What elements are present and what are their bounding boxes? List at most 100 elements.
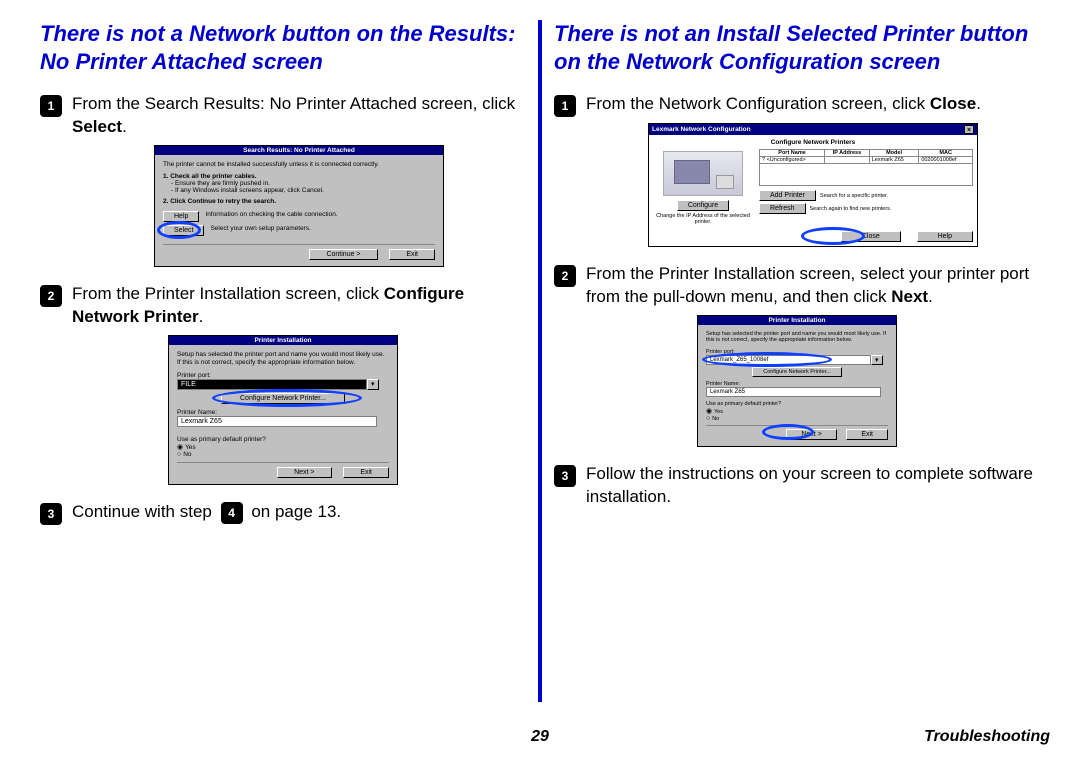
t: 1. Check all the printer cables. bbox=[163, 173, 435, 180]
radio-yes[interactable]: Yes bbox=[177, 443, 389, 451]
t: Setup has selected the printer port and … bbox=[706, 331, 888, 344]
t: . bbox=[976, 94, 981, 113]
dialog-buttons: Next > Exit bbox=[706, 425, 888, 440]
right-figure-1: Lexmark Network Configuration × Configur… bbox=[554, 123, 1040, 247]
t: - If any Windows install screens appear,… bbox=[163, 187, 435, 194]
step-text: From the Network Configuration screen, c… bbox=[586, 93, 981, 116]
step-text: Continue with step 4 on page 13. bbox=[72, 501, 341, 524]
exit-button[interactable]: Exit bbox=[846, 429, 888, 440]
manual-page: There is not a Network button on the Res… bbox=[0, 0, 1080, 762]
dialog-buttons: Next > Exit bbox=[177, 462, 389, 478]
continue-button[interactable]: Continue > bbox=[309, 249, 377, 260]
dialog-title: Printer Installation bbox=[768, 317, 825, 324]
t: - Ensure they are firmly pushed in. bbox=[163, 180, 435, 187]
section-label: Troubleshooting bbox=[924, 728, 1050, 746]
radio-yes[interactable]: Yes bbox=[706, 407, 888, 415]
th: MAC bbox=[919, 150, 973, 157]
left-step-2: 2 From the Printer Installation screen, … bbox=[40, 283, 526, 329]
t: Use as primary default printer? bbox=[177, 436, 389, 443]
t: Search for a specific printer. bbox=[820, 193, 888, 199]
dialog-body: The printer cannot be installed successf… bbox=[155, 155, 443, 266]
dialog-title: Printer Installation bbox=[254, 337, 311, 344]
step-text: From the Printer Installation screen, cl… bbox=[72, 283, 526, 329]
step-text: Follow the instructions on your screen t… bbox=[586, 463, 1040, 509]
t: . bbox=[928, 287, 933, 306]
t: The printer cannot be installed successf… bbox=[163, 161, 435, 168]
dialog-body: Configure Network Printers Configure Cha… bbox=[649, 135, 977, 246]
t: Information on checking the cable connec… bbox=[205, 211, 337, 222]
close-icon[interactable]: × bbox=[964, 125, 974, 134]
row: Lexmark_Z65_1008ef▾ bbox=[706, 355, 888, 365]
dropdown-icon[interactable]: ▾ bbox=[871, 355, 883, 365]
help-button[interactable]: Help bbox=[917, 231, 973, 242]
step-text: From the Search Results: No Printer Atta… bbox=[72, 93, 526, 139]
t: Printer port: bbox=[177, 372, 389, 379]
exit-button[interactable]: Exit bbox=[343, 467, 389, 478]
right-heading: There is not an Install Selected Printer… bbox=[554, 20, 1040, 75]
t: 2. Click Continue to retry the search. bbox=[163, 198, 435, 205]
radio-no[interactable]: No bbox=[177, 451, 389, 458]
step-badge: 2 bbox=[554, 265, 576, 287]
dialog-search-results: Search Results: No Printer Attached The … bbox=[154, 145, 444, 267]
th: Port Name bbox=[760, 150, 825, 157]
highlight-ring bbox=[212, 389, 362, 407]
t: From the Printer Installation screen, cl… bbox=[72, 284, 384, 303]
right-column: There is not an Install Selected Printer… bbox=[542, 20, 1052, 702]
step-badge: 3 bbox=[554, 465, 576, 487]
left-heading: There is not a Network button on the Res… bbox=[40, 20, 526, 75]
dialog-titlebar: Lexmark Network Configuration × bbox=[649, 124, 977, 135]
t: Setup has selected the printer port and … bbox=[177, 351, 389, 367]
configure-button[interactable]: Configure bbox=[677, 200, 729, 211]
exit-button[interactable]: Exit bbox=[389, 249, 435, 260]
dropdown-icon[interactable]: ▾ bbox=[367, 379, 379, 390]
dialog-printer-install-2: Printer Installation Setup has selected … bbox=[697, 315, 897, 447]
dialog-printer-install: Printer Installation Setup has selected … bbox=[168, 335, 398, 486]
dialog-buttons: Close Help bbox=[653, 231, 973, 242]
t: Search again to find new printers. bbox=[810, 206, 892, 212]
left-column: There is not a Network button on the Res… bbox=[28, 20, 538, 702]
next-button[interactable]: Next > bbox=[277, 467, 331, 478]
name-field[interactable]: Lexmark Z65 bbox=[177, 416, 377, 427]
td-empty bbox=[760, 164, 973, 186]
configure-network-button[interactable]: Configure Network Printer... bbox=[752, 367, 842, 377]
dialog-body: Setup has selected the printer port and … bbox=[698, 325, 896, 446]
t: . bbox=[199, 307, 204, 326]
row: Configure Network Printer... bbox=[706, 367, 888, 377]
t: . bbox=[122, 117, 127, 136]
highlight-ring bbox=[801, 227, 865, 245]
add-printer-button[interactable]: Add Printer bbox=[759, 190, 816, 201]
t: From the Network Configuration screen, c… bbox=[586, 94, 930, 113]
dialog-title: Lexmark Network Configuration bbox=[652, 126, 751, 133]
row: Select Select your own setup parameters. bbox=[163, 225, 435, 236]
right-figure-2: Printer Installation Setup has selected … bbox=[554, 315, 1040, 447]
page-footer: 29 bbox=[0, 728, 1080, 746]
left-figure-1: Search Results: No Printer Attached The … bbox=[40, 145, 526, 267]
td: 0020001008ef bbox=[919, 157, 973, 164]
step-badge: 3 bbox=[40, 503, 62, 525]
refresh-button[interactable]: Refresh bbox=[759, 203, 806, 214]
row: Configure bbox=[653, 200, 753, 211]
t: Select your own setup parameters. bbox=[210, 225, 310, 236]
inline-step-ref: 4 bbox=[221, 502, 243, 524]
radio-no[interactable]: No bbox=[706, 415, 888, 422]
td: ? <Unconfigured> bbox=[760, 157, 825, 164]
dialog-body: Setup has selected the printer port and … bbox=[169, 345, 397, 485]
dialog-subtitle: Configure Network Printers bbox=[653, 139, 973, 146]
name-field[interactable]: Lexmark Z65 bbox=[706, 387, 881, 397]
printer-table: Port Name IP Address Model MAC ? <Unconf… bbox=[759, 149, 973, 186]
t-bold: Close bbox=[930, 94, 976, 113]
td bbox=[825, 157, 870, 164]
dialog-titlebar: Search Results: No Printer Attached bbox=[155, 146, 443, 155]
dialog-network-config: Lexmark Network Configuration × Configur… bbox=[648, 123, 978, 247]
th: Model bbox=[869, 150, 919, 157]
th: IP Address bbox=[825, 150, 870, 157]
table-row[interactable]: ? <Unconfigured> Lexmark Z65 0020001008e… bbox=[760, 157, 973, 164]
right-step-1: 1 From the Network Configuration screen,… bbox=[554, 93, 1040, 117]
highlight-ring bbox=[702, 352, 832, 367]
page-number: 29 bbox=[531, 728, 549, 746]
t: From the Printer Installation screen, se… bbox=[586, 264, 1029, 306]
two-column-layout: There is not a Network button on the Res… bbox=[28, 20, 1052, 702]
row: Refresh Search again to find new printer… bbox=[759, 203, 973, 214]
t-bold: Next bbox=[891, 287, 928, 306]
step-badge: 1 bbox=[40, 95, 62, 117]
